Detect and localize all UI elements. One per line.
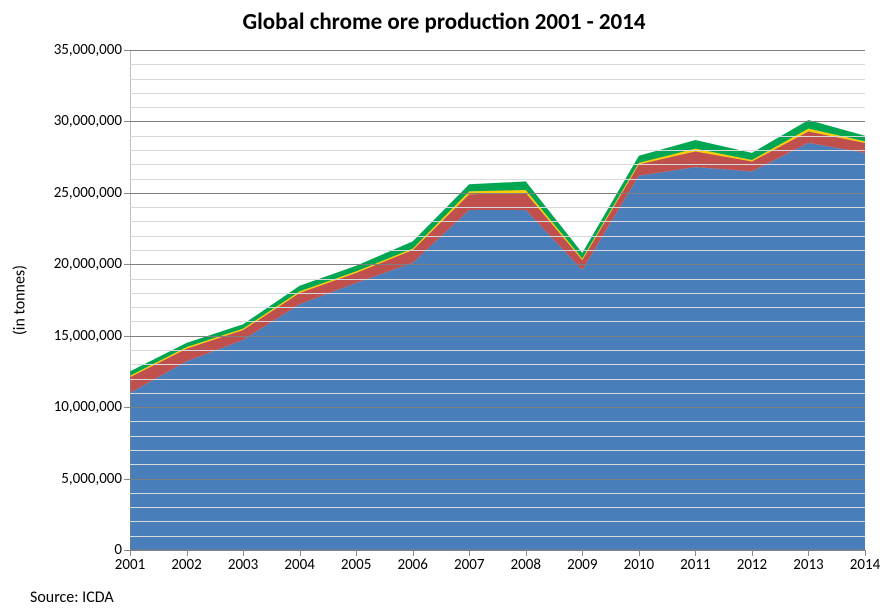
- y-tick-mark: [124, 479, 130, 480]
- y-minor-gridline: [130, 521, 865, 522]
- y-tick-mark: [124, 407, 130, 408]
- x-tick-label: 2007: [454, 556, 484, 574]
- x-tick-label: 2013: [793, 556, 823, 574]
- y-minor-gridline: [130, 136, 865, 137]
- y-major-gridline: [130, 479, 865, 480]
- plot-area: 05,000,00010,000,00015,000,00020,000,000…: [130, 50, 865, 550]
- y-minor-gridline: [130, 250, 865, 251]
- source-text: Source: ICDA: [30, 588, 114, 607]
- y-tick-mark: [124, 121, 130, 122]
- y-tick-label: 30,000,000: [54, 112, 122, 130]
- y-minor-gridline: [130, 293, 865, 294]
- y-major-gridline: [130, 407, 865, 408]
- y-tick-mark: [124, 193, 130, 194]
- y-minor-gridline: [130, 64, 865, 65]
- stacked-areas: [130, 50, 865, 550]
- y-major-gridline: [130, 264, 865, 265]
- y-major-gridline: [130, 193, 865, 194]
- x-tick-label: 2004: [284, 556, 314, 574]
- x-tick-label: 2011: [680, 556, 710, 574]
- y-tick-label: 10,000,000: [54, 398, 122, 416]
- y-major-gridline: [130, 50, 865, 51]
- y-minor-gridline: [130, 164, 865, 165]
- y-major-gridline: [130, 121, 865, 122]
- x-tick-label: 2005: [341, 556, 371, 574]
- x-tick-label: 2002: [171, 556, 201, 574]
- x-tick-label: 2008: [511, 556, 541, 574]
- y-minor-gridline: [130, 464, 865, 465]
- y-minor-gridline: [130, 436, 865, 437]
- y-minor-gridline: [130, 536, 865, 537]
- y-tick-label: 25,000,000: [54, 184, 122, 202]
- chart-container: { "chart": { "type": "area-stacked", "ti…: [0, 0, 888, 613]
- y-minor-gridline: [130, 507, 865, 508]
- y-minor-gridline: [130, 321, 865, 322]
- y-minor-gridline: [130, 207, 865, 208]
- x-tick-label: 2012: [737, 556, 767, 574]
- y-tick-label: 20,000,000: [54, 255, 122, 273]
- y-minor-gridline: [130, 379, 865, 380]
- y-major-gridline: [130, 336, 865, 337]
- y-minor-gridline: [130, 421, 865, 422]
- y-tick-label: 5,000,000: [61, 470, 122, 488]
- y-minor-gridline: [130, 236, 865, 237]
- x-tick-label: 2003: [228, 556, 258, 574]
- y-minor-gridline: [130, 150, 865, 151]
- y-tick-mark: [124, 264, 130, 265]
- y-minor-gridline: [130, 307, 865, 308]
- chart-title: Global chrome ore production 2001 - 2014: [0, 8, 888, 36]
- y-minor-gridline: [130, 179, 865, 180]
- y-minor-gridline: [130, 93, 865, 94]
- y-minor-gridline: [130, 493, 865, 494]
- x-tick-label: 2014: [850, 556, 880, 574]
- y-major-gridline: [130, 550, 865, 551]
- y-tick-mark: [124, 50, 130, 51]
- y-minor-gridline: [130, 393, 865, 394]
- y-minor-gridline: [130, 350, 865, 351]
- x-tick-label: 2010: [624, 556, 654, 574]
- y-minor-gridline: [130, 107, 865, 108]
- y-minor-gridline: [130, 279, 865, 280]
- x-tick-label: 2001: [115, 556, 145, 574]
- x-tick-label: 2009: [567, 556, 597, 574]
- y-tick-label: 35,000,000: [54, 41, 122, 59]
- y-minor-gridline: [130, 221, 865, 222]
- x-tick-label: 2006: [397, 556, 427, 574]
- y-minor-gridline: [130, 450, 865, 451]
- y-minor-gridline: [130, 79, 865, 80]
- y-tick-mark: [124, 336, 130, 337]
- y-minor-gridline: [130, 364, 865, 365]
- y-tick-label: 15,000,000: [54, 327, 122, 345]
- y-axis-label: (in tonnes): [11, 265, 30, 335]
